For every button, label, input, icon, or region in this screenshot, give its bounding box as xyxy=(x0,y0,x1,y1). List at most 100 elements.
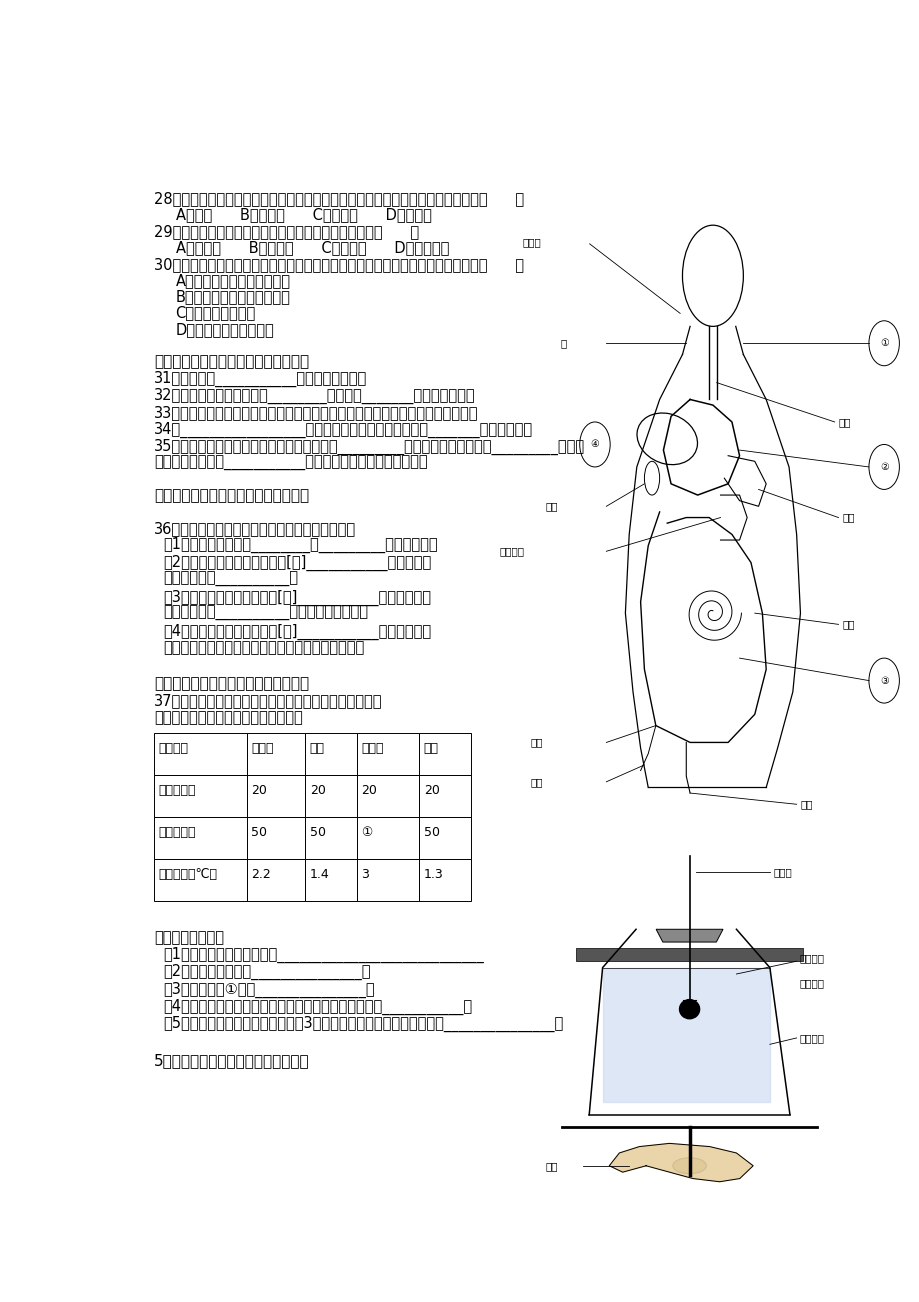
Text: 温度计: 温度计 xyxy=(772,867,791,876)
Text: 种消化液，是消化食物和吸收营养物质的主要器官。: 种消化液，是消化食物和吸收营养物质的主要器官。 xyxy=(164,641,364,655)
Bar xyxy=(357,775,419,816)
Text: 20: 20 xyxy=(360,784,377,797)
Text: 20: 20 xyxy=(424,784,439,797)
Text: （2）该实验的变量是_______________。: （2）该实验的变量是_______________。 xyxy=(164,965,370,980)
Text: 核桃仁: 核桃仁 xyxy=(360,742,383,755)
Text: 十二指肠: 十二指肠 xyxy=(499,547,524,556)
Bar xyxy=(246,816,305,859)
Text: 温度上升（℃）: 温度上升（℃） xyxy=(158,868,217,881)
Bar xyxy=(357,816,419,859)
Bar xyxy=(419,816,471,859)
Text: 易拉罐筒: 易拉罐筒 xyxy=(800,1032,824,1043)
Bar xyxy=(357,733,419,775)
Text: 中盛有水: 中盛有水 xyxy=(800,979,824,988)
Text: A．血浆      B．红细胞      C．血小板      D．白细胞: A．血浆 B．红细胞 C．血小板 D．白细胞 xyxy=(176,207,431,223)
Bar xyxy=(154,733,246,775)
Text: 二、填空题（每小题１分，共１０分）: 二、填空题（每小题１分，共１０分） xyxy=(154,354,309,368)
Bar xyxy=(305,775,357,816)
Text: 37．某生物兴趣小组使用如图所示的实验装置，对不同食: 37．某生物兴趣小组使用如图所示的实验装置，对不同食 xyxy=(154,694,382,708)
Bar xyxy=(305,733,357,775)
Text: 3: 3 xyxy=(360,868,369,881)
Text: （1）该实验探究的问题是：____________________________: （1）该实验探究的问题是：___________________________… xyxy=(164,948,483,963)
Text: 唾液腺: 唾液腺 xyxy=(522,237,540,247)
Text: 31．血液是由___________和血细胞组成的。: 31．血液是由___________和血细胞组成的。 xyxy=(154,371,367,387)
Text: 29．显微镜下观察血涂片，视野中数量最多的血细胞是（      ）: 29．显微镜下观察血涂片，视野中数量最多的血细胞是（ ） xyxy=(154,224,419,240)
Ellipse shape xyxy=(672,1157,706,1174)
Text: 食物: 食物 xyxy=(545,1161,558,1170)
Text: （2）消化道内最膨大的部分是[　]___________，其壁内有: （2）消化道内最膨大的部分是[ ]___________，其壁内有 xyxy=(164,555,431,572)
Text: 花生仁: 花生仁 xyxy=(251,742,273,755)
Text: 28．皮肤轻微擦伤后会流血，可是伤口很快就结痄止血了。血液中起主要作用的是（      ）: 28．皮肤轻微擦伤后会流血，可是伤口很快就结痄止血了。血液中起主要作用的是（ ） xyxy=(154,191,524,206)
Text: 四、实验探究（每空２分，共１０分）: 四、实验探究（每空２分，共１０分） xyxy=(154,677,309,691)
Bar xyxy=(419,775,471,816)
Text: 35．为人体生命活动所需要的能量，主要是由_________提供，贮存在人体内的_________是重要: 35．为人体生命活动所需要的能量，主要是由_________提供，贮存在人体内的… xyxy=(154,439,584,456)
Text: 大肠: 大肠 xyxy=(842,620,854,629)
Text: 请回答下列问题：: 请回答下列问题： xyxy=(154,930,224,945)
Text: 盲肠: 盲肠 xyxy=(529,737,542,747)
Text: 34．_________________被称为「第七类营养物质」，在_______中含量较高。: 34．_________________被称为「第七类营养物质」，在______… xyxy=(154,422,533,437)
Bar xyxy=(246,859,305,901)
Text: C．含锶丰富的食物: C．含锶丰富的食物 xyxy=(176,306,255,320)
Text: 50: 50 xyxy=(251,827,267,840)
Text: （3）人体内最大的消化腺是[　]___________，位于消化道: （3）人体内最大的消化腺是[ ]___________，位于消化道 xyxy=(164,590,431,605)
Text: 2.2: 2.2 xyxy=(251,868,270,881)
Polygon shape xyxy=(575,948,802,961)
Text: D．含铁和钓丰富的食物: D．含铁和钓丰富的食物 xyxy=(176,322,274,337)
Text: ①: ① xyxy=(360,827,372,840)
Text: 大米: 大米 xyxy=(424,742,438,755)
Text: 胰腺: 胰腺 xyxy=(842,513,854,522)
Text: 50: 50 xyxy=(424,827,439,840)
Text: 水（毫升）: 水（毫升） xyxy=(158,827,196,840)
Text: B．含铁和蛋白质丰富的食物: B．含铁和蛋白质丰富的食物 xyxy=(176,289,290,305)
Text: （5）表中温度上升值是测定重复了3次后取的平均值，这样做的目的是_______________。: （5）表中温度上升值是测定重复了3次后取的平均值，这样做的目的是________… xyxy=(164,1016,563,1031)
Text: 36．如图是人体消化系统图，仔细看图回答问题：: 36．如图是人体消化系统图，仔细看图回答问题： xyxy=(154,521,356,536)
Bar xyxy=(154,859,246,901)
Text: 的备用能源物质，___________是建造和修复身体的重要原料。: 的备用能源物质，___________是建造和修复身体的重要原料。 xyxy=(154,456,427,471)
Text: 咽: 咽 xyxy=(560,339,566,348)
Text: 20: 20 xyxy=(310,784,325,797)
Text: 阑尾: 阑尾 xyxy=(529,777,542,786)
Circle shape xyxy=(679,1000,698,1018)
Text: 20: 20 xyxy=(251,784,267,797)
Bar xyxy=(305,859,357,901)
Bar xyxy=(305,816,357,859)
Bar xyxy=(246,733,305,775)
Text: 物中的能量进行测定，实验结果如表：: 物中的能量进行测定，实验结果如表： xyxy=(154,711,302,725)
Text: （4）根据实验结构分析，四种食物中，含能量最多的是___________。: （4）根据实验结构分析，四种食物中，含能量最多的是___________。 xyxy=(164,999,472,1014)
Text: ③: ③ xyxy=(879,676,888,686)
Text: 胃腺，能分泌__________。: 胃腺，能分泌__________。 xyxy=(164,573,298,587)
Bar xyxy=(154,775,246,816)
Bar xyxy=(154,816,246,859)
Text: 食道: 食道 xyxy=(837,417,850,427)
Text: 50: 50 xyxy=(310,827,325,840)
Text: 5、资料分析（每空１分，共１０分）: 5、资料分析（每空１分，共１０分） xyxy=(154,1053,310,1069)
Polygon shape xyxy=(655,930,722,943)
Text: 事物名称: 事物名称 xyxy=(158,742,188,755)
Text: （3）实验中，①应为_______________。: （3）实验中，①应为_______________。 xyxy=(164,982,375,997)
Text: 黄豆: 黄豆 xyxy=(310,742,324,755)
Bar xyxy=(419,733,471,775)
Text: 33．精子和卵细胞结合的场所是　　　　　　；胚胎发育的场所是　　　　　　。: 33．精子和卵细胞结合的场所是 ；胚胎发育的场所是 。 xyxy=(154,405,478,419)
Text: ②: ② xyxy=(879,462,888,471)
Text: 胆囊: 胆囊 xyxy=(545,501,557,512)
Text: A．红细胞      B．白细胞      C．血小板      D．血红蛋白: A．红细胞 B．白细胞 C．血小板 D．血红蛋白 xyxy=(176,241,448,255)
Polygon shape xyxy=(608,1143,753,1182)
Text: （1）人体消化系统由________和_________两部分组成。: （1）人体消化系统由________和_________两部分组成。 xyxy=(164,538,437,553)
Text: （4）消化道中最长的部分是[　]___________，其内含有多: （4）消化道中最长的部分是[ ]___________，其内含有多 xyxy=(164,624,431,639)
Text: 外，它能分泌__________，促进脂肪的消化。: 外，它能分泌__________，促进脂肪的消化。 xyxy=(164,607,369,621)
Text: ①: ① xyxy=(879,339,888,348)
Text: 1.3: 1.3 xyxy=(424,868,443,881)
Text: 肛门: 肛门 xyxy=(800,799,812,810)
Bar xyxy=(419,859,471,901)
Text: 锥形烧瓶: 锥形烧瓶 xyxy=(800,953,824,963)
Text: 1.4: 1.4 xyxy=(310,868,329,881)
Text: 质量（克）: 质量（克） xyxy=(158,784,196,797)
Text: A．含钓和蛋白质丰富的食物: A．含钓和蛋白质丰富的食物 xyxy=(176,273,290,289)
Polygon shape xyxy=(602,967,769,1101)
Text: 三、识图回答（每空１分，共１０分）: 三、识图回答（每空１分，共１０分） xyxy=(154,488,309,503)
Text: 30．红细胞的数量或者血红蛋白的含量低于正常值时，可能患有贫血。患者可多食（      ）: 30．红细胞的数量或者血红蛋白的含量低于正常值时，可能患有贫血。患者可多食（ ） xyxy=(154,258,524,272)
Bar xyxy=(357,859,419,901)
Text: 32．呼吸系统的主要器官是________，它位于_______内，左右各一。: 32．呼吸系统的主要器官是________，它位于_______内，左右各一。 xyxy=(154,388,475,404)
Bar xyxy=(246,775,305,816)
Text: ④: ④ xyxy=(590,440,598,449)
